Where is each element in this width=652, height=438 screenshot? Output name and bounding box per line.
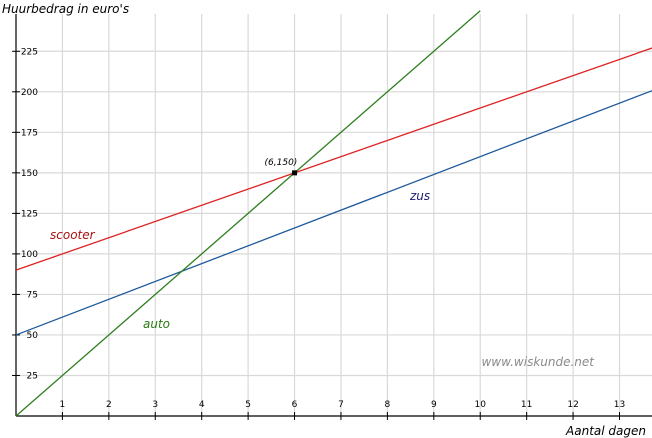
y-tick-label: 200 [21, 88, 38, 98]
y-tick-label: 50 [27, 331, 39, 341]
y-tick-label: 175 [21, 128, 38, 138]
intersection-point-label: (6,150) [265, 158, 298, 168]
x-tick-label: 2 [106, 400, 112, 410]
y-tick-label: 100 [21, 250, 38, 260]
x-tick-label: 3 [152, 400, 158, 410]
axis-ticks: 1 2 3 4 5 6 7 8 9 10 11 12 1325507510012515017520022… [12, 47, 625, 420]
intersection-point-marker [292, 170, 298, 176]
y-tick-label: 75 [27, 290, 38, 300]
x-tick-label: 12 [567, 400, 578, 410]
y-tick-label: 225 [21, 47, 38, 57]
y-axis-title: Huurbedrag in euro's [2, 2, 129, 16]
axes [15, 14, 652, 417]
series-line-zus [15, 90, 652, 336]
series-line-auto [15, 10, 481, 417]
x-tick-label: 5 [245, 400, 251, 410]
series-label-zus: zus [409, 189, 430, 203]
x-tick-label: 11 [521, 400, 532, 410]
y-tick-label: 150 [21, 169, 38, 179]
x-tick-label: 8 [385, 400, 391, 410]
labels: scooter zus auto (6,150) [50, 158, 430, 331]
series-label-scooter: scooter [50, 228, 96, 242]
x-tick-label: 10 [475, 400, 487, 410]
watermark-text: www.wiskunde.net [481, 355, 595, 369]
y-tick-label: 25 [27, 371, 38, 381]
x-tick-label: 6 [292, 400, 298, 410]
x-tick-label: 1 [60, 400, 66, 410]
series-label-auto: auto [143, 317, 170, 331]
x-tick-label: 4 [199, 400, 205, 410]
y-tick-label: 125 [21, 209, 38, 219]
x-tick-label: 9 [431, 400, 437, 410]
x-tick-label: 7 [338, 400, 344, 410]
x-tick-label: 13 [614, 400, 625, 410]
series-line-scooter [15, 47, 652, 271]
series [15, 10, 652, 417]
x-axis-title: Aantal dagen [565, 424, 646, 438]
